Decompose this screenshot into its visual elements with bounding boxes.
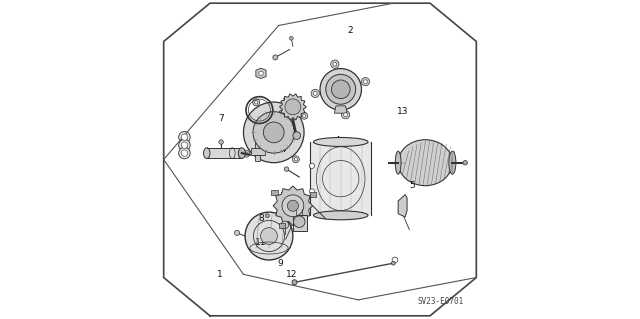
Circle shape (292, 156, 300, 163)
Circle shape (344, 113, 348, 117)
Circle shape (287, 200, 298, 211)
Circle shape (264, 122, 284, 143)
Text: 7: 7 (218, 114, 224, 122)
Circle shape (253, 99, 260, 106)
Circle shape (309, 163, 314, 168)
Circle shape (309, 189, 314, 194)
Circle shape (255, 101, 258, 104)
Circle shape (245, 212, 293, 260)
Circle shape (320, 69, 362, 110)
Text: 5: 5 (410, 181, 415, 189)
Polygon shape (273, 186, 313, 226)
Circle shape (259, 71, 263, 76)
Text: 14: 14 (276, 145, 287, 154)
Polygon shape (255, 155, 260, 161)
Circle shape (292, 280, 297, 285)
Circle shape (463, 160, 467, 165)
Circle shape (281, 221, 289, 229)
Text: 1: 1 (216, 270, 222, 279)
Circle shape (181, 134, 188, 140)
Polygon shape (256, 68, 266, 78)
Text: 2: 2 (348, 26, 353, 35)
Polygon shape (293, 215, 307, 231)
Circle shape (243, 102, 304, 163)
Circle shape (303, 114, 306, 117)
Circle shape (260, 228, 277, 244)
Circle shape (179, 139, 190, 151)
Circle shape (243, 150, 250, 157)
Circle shape (314, 92, 317, 95)
Ellipse shape (449, 151, 456, 174)
Circle shape (273, 55, 278, 60)
Circle shape (285, 99, 301, 115)
Polygon shape (398, 195, 407, 217)
Polygon shape (278, 223, 285, 228)
Text: 11: 11 (255, 238, 267, 247)
Polygon shape (271, 189, 278, 195)
Circle shape (392, 261, 396, 265)
Circle shape (179, 131, 190, 143)
Circle shape (301, 112, 308, 119)
Ellipse shape (396, 151, 401, 174)
Text: 10: 10 (282, 98, 294, 107)
Ellipse shape (314, 211, 368, 220)
Text: 13: 13 (397, 107, 409, 116)
Ellipse shape (238, 148, 245, 159)
Text: 8: 8 (258, 214, 264, 223)
Circle shape (179, 147, 190, 159)
Circle shape (181, 142, 188, 148)
Circle shape (294, 158, 298, 161)
Ellipse shape (314, 137, 368, 146)
Text: 6: 6 (277, 110, 283, 119)
Circle shape (181, 150, 188, 156)
Ellipse shape (204, 148, 210, 159)
Circle shape (364, 80, 367, 84)
Circle shape (294, 216, 305, 227)
Polygon shape (251, 148, 265, 155)
Circle shape (289, 36, 293, 40)
Ellipse shape (398, 140, 452, 186)
Circle shape (333, 62, 337, 66)
Circle shape (293, 132, 301, 139)
Text: 4: 4 (335, 136, 340, 145)
Circle shape (253, 112, 294, 153)
Polygon shape (310, 142, 371, 215)
Circle shape (341, 111, 349, 119)
Circle shape (284, 167, 289, 171)
Text: 3: 3 (279, 192, 285, 201)
Polygon shape (255, 142, 260, 148)
Circle shape (311, 89, 319, 98)
Circle shape (361, 78, 369, 86)
Text: SV23-E0701: SV23-E0701 (417, 297, 463, 306)
Circle shape (219, 140, 223, 144)
Polygon shape (310, 192, 316, 197)
Circle shape (234, 230, 239, 235)
Circle shape (326, 74, 356, 104)
Circle shape (266, 214, 269, 218)
Polygon shape (207, 148, 242, 159)
Circle shape (332, 80, 350, 99)
Circle shape (244, 152, 248, 155)
Polygon shape (280, 94, 307, 120)
Polygon shape (334, 106, 347, 113)
Text: 9: 9 (277, 259, 283, 268)
Circle shape (282, 195, 304, 217)
Circle shape (331, 60, 339, 68)
Text: 12: 12 (285, 270, 297, 279)
